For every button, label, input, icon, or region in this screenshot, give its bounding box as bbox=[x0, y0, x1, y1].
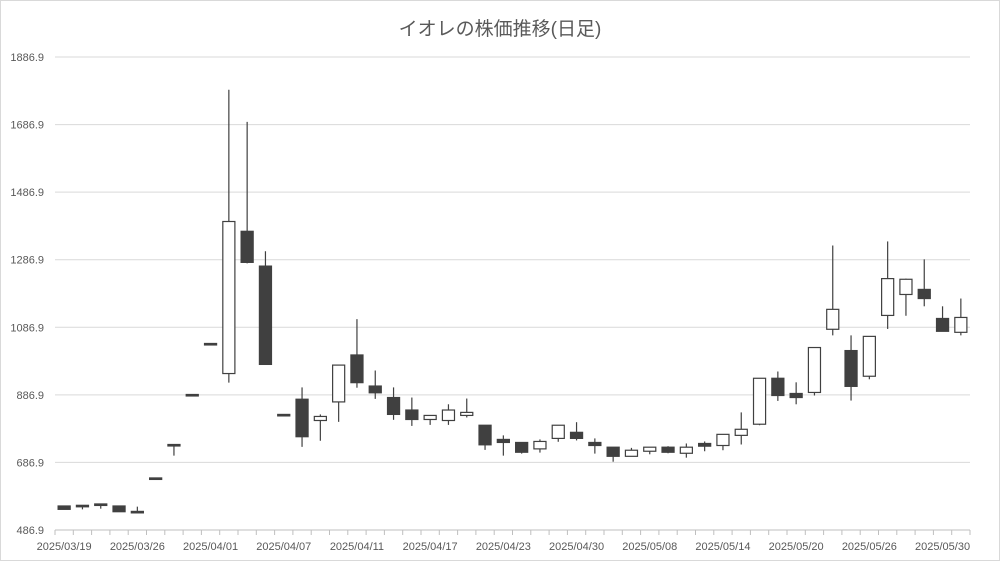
x-tick-label: 2025/03/19 bbox=[37, 541, 92, 553]
candle-body-up bbox=[826, 308, 840, 330]
candle-body-down bbox=[203, 342, 218, 346]
candle-body-down bbox=[917, 288, 931, 300]
candle-body-up bbox=[533, 440, 547, 450]
candle-body-up bbox=[881, 278, 895, 317]
candle-body-down bbox=[386, 396, 401, 416]
candle-body-up bbox=[679, 446, 693, 454]
candle-body-up bbox=[862, 335, 876, 377]
candle-body-down bbox=[112, 505, 126, 513]
candle-body-up bbox=[643, 446, 657, 452]
chart-title: イオレの株価推移(日足) bbox=[398, 19, 602, 40]
x-tick-label: 2025/05/20 bbox=[769, 541, 824, 553]
candle-body-down bbox=[935, 317, 950, 332]
x-tick-label: 2025/04/23 bbox=[476, 541, 531, 553]
candle-body-down bbox=[94, 503, 108, 507]
candle-body-down bbox=[515, 441, 529, 453]
y-tick-label: 686.9 bbox=[16, 457, 44, 469]
candle-body-up bbox=[332, 364, 346, 403]
candle-body-down bbox=[57, 505, 71, 510]
y-tick-label: 1486.9 bbox=[10, 187, 44, 199]
x-tick-label: 2025/05/30 bbox=[915, 541, 970, 553]
candle-body-down bbox=[478, 424, 492, 446]
candle-body-down bbox=[130, 510, 144, 514]
candle-body-up bbox=[222, 220, 236, 375]
candle-body-down bbox=[661, 446, 675, 453]
candle-body-up bbox=[899, 278, 913, 296]
y-tick-label: 1686.9 bbox=[10, 120, 44, 132]
candle-body-down bbox=[368, 385, 382, 394]
candle-body-down bbox=[698, 442, 712, 447]
x-tick-label: 2025/04/30 bbox=[549, 541, 604, 553]
candle-body-up bbox=[441, 409, 456, 422]
candle-body-down bbox=[240, 230, 254, 263]
candle-body-down bbox=[258, 265, 273, 366]
candle-body-up bbox=[551, 424, 565, 440]
candle-body-up bbox=[954, 316, 968, 333]
candle-body-down bbox=[350, 354, 364, 384]
candle-body-up bbox=[423, 414, 437, 421]
y-tick-label: 1286.9 bbox=[10, 255, 44, 267]
candle-body-down bbox=[405, 409, 419, 421]
candle-body-up bbox=[313, 415, 327, 422]
candle-body-down bbox=[844, 349, 858, 387]
candle-body-down bbox=[185, 393, 199, 397]
candle-body-down bbox=[496, 438, 510, 444]
candle-body-down bbox=[789, 392, 803, 399]
x-tick-label: 2025/04/11 bbox=[330, 541, 384, 553]
candle-body-up bbox=[460, 411, 474, 417]
x-tick-label: 2025/04/17 bbox=[403, 541, 458, 553]
candle-body-down bbox=[167, 443, 181, 447]
candle-body-up bbox=[734, 428, 748, 436]
candle-body-down bbox=[295, 398, 309, 438]
x-tick-label: 2025/05/08 bbox=[622, 541, 677, 553]
x-tick-label: 2025/03/26 bbox=[110, 541, 165, 553]
x-tick-label: 2025/05/26 bbox=[842, 541, 897, 553]
candle-body-up bbox=[807, 346, 822, 394]
candle-body-down bbox=[569, 431, 584, 440]
candle-body-up bbox=[624, 449, 639, 457]
x-tick-label: 2025/04/01 bbox=[183, 541, 238, 553]
y-tick-label: 886.9 bbox=[16, 390, 44, 402]
candle-body-up bbox=[752, 377, 767, 425]
y-tick-label: 486.9 bbox=[16, 525, 44, 537]
candle-body-up bbox=[716, 433, 730, 447]
candle-body-down bbox=[277, 413, 291, 417]
candle-body-down bbox=[771, 377, 785, 397]
x-tick-label: 2025/05/14 bbox=[695, 541, 750, 553]
candle-body-down bbox=[149, 477, 163, 481]
x-tick-label: 2025/04/07 bbox=[256, 541, 311, 553]
candle-body-down bbox=[588, 441, 602, 447]
y-tick-label: 1886.9 bbox=[10, 52, 44, 64]
candle-body-down bbox=[606, 446, 620, 457]
y-tick-label: 1086.9 bbox=[10, 322, 44, 334]
candle-body-down bbox=[75, 504, 90, 508]
